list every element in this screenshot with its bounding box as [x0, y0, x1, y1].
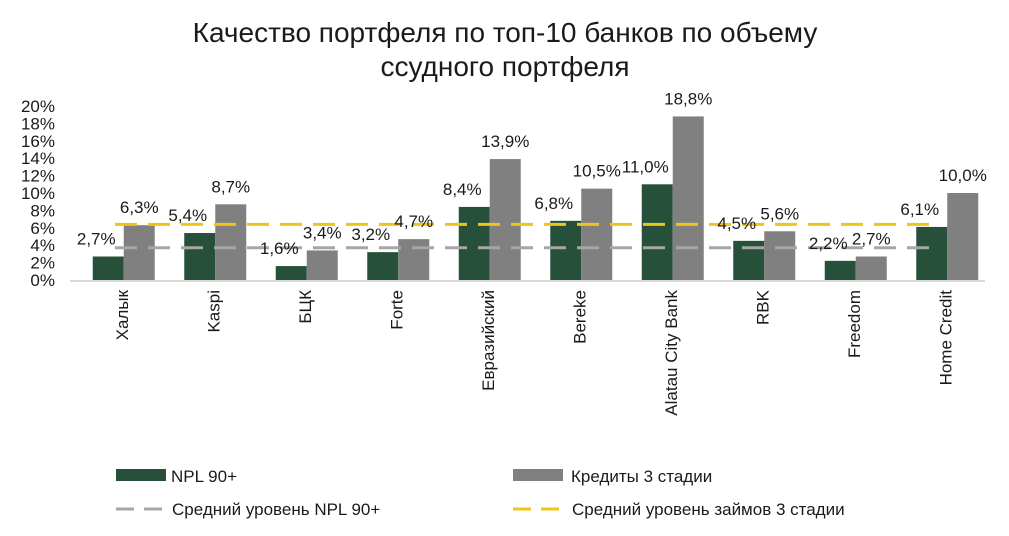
- x-tick-label: Халык: [113, 289, 132, 340]
- data-label-npl90: 6,8%: [534, 194, 573, 213]
- bar-stage3: [398, 239, 430, 280]
- bar-stage3: [855, 256, 887, 280]
- legend: NPL 90+ Кредиты 3 стадии Средний уровень…: [116, 467, 845, 519]
- legend-label-stage3: Кредиты 3 стадии: [571, 467, 712, 486]
- data-label-npl90: 1,6%: [260, 239, 299, 258]
- x-tick-label: Kaspi: [204, 290, 223, 333]
- legend-item-avg-npl90[interactable]: Средний уровень NPL 90+: [116, 500, 380, 519]
- data-label-stage3: 2,7%: [852, 230, 891, 249]
- data-label-stage3: 8,7%: [211, 177, 250, 196]
- legend-label-avg-stage3: Средний уровень займов 3 стадии: [572, 500, 845, 519]
- data-label-npl90: 6,1%: [900, 200, 939, 219]
- bar-npl90: [916, 226, 948, 280]
- y-axis: 0%2%4%6%8%10%12%14%16%18%20%: [21, 97, 55, 290]
- y-tick-label: 16%: [21, 132, 55, 151]
- y-tick-label: 14%: [21, 149, 55, 168]
- x-tick-label: Bereke: [570, 290, 589, 344]
- y-tick-label: 4%: [30, 236, 55, 255]
- x-tick-label: Home Credit: [936, 290, 955, 386]
- x-axis-categories: Халык Kaspi БЦК Forte Евразийский Bereke Alata…: [113, 289, 956, 415]
- bar-stage3: [306, 250, 338, 280]
- data-label-npl90: 3,2%: [351, 225, 390, 244]
- bar-stage3: [764, 231, 796, 280]
- data-label-npl90: 5,4%: [168, 206, 207, 225]
- legend-label-avg-npl90: Средний уровень NPL 90+: [172, 500, 380, 519]
- bar-stage3: [489, 159, 521, 280]
- legend-item-npl90[interactable]: NPL 90+: [116, 467, 237, 486]
- y-tick-label: 12%: [21, 167, 55, 186]
- x-tick-label: БЦК: [296, 290, 315, 324]
- data-label-stage3: 10,5%: [573, 162, 621, 181]
- chart-title-line-1: Качество портфеля по топ-10 банков по об…: [193, 17, 818, 48]
- x-tick-label: Евразийский: [479, 290, 498, 391]
- data-label-stage3: 5,6%: [760, 204, 799, 223]
- chart-title-line-2: ссудного портфеля: [380, 51, 629, 82]
- bar-npl90: [92, 256, 124, 280]
- y-tick-label: 0%: [30, 271, 55, 290]
- legend-item-stage3[interactable]: Кредиты 3 стадии: [513, 467, 712, 486]
- x-tick-label: Alatau City Bank: [662, 290, 681, 416]
- y-tick-label: 20%: [21, 97, 55, 116]
- data-label-npl90: 2,7%: [77, 230, 116, 249]
- bar-npl90: [458, 206, 490, 280]
- bar-npl90: [184, 233, 216, 280]
- data-label-npl90: 2,2%: [809, 234, 848, 253]
- data-label-stage3: 13,9%: [481, 132, 529, 151]
- bar-npl90: [275, 266, 307, 280]
- bar-npl90: [824, 260, 856, 280]
- bar-npl90: [367, 252, 399, 280]
- y-tick-label: 18%: [21, 114, 55, 133]
- x-tick-label: Forte: [387, 290, 406, 330]
- bars: [92, 116, 979, 280]
- bar-npl90: [550, 220, 582, 280]
- legend-swatch-npl90: [116, 469, 166, 481]
- data-labels: 2,7%6,3% 5,4%8,7%1,6%3,4% 3,2%4,7%8,4%13,9…: [77, 89, 987, 258]
- chart-title: Качество портфеля по топ-10 банков по об…: [193, 17, 818, 82]
- data-label-npl90: 4,5%: [717, 214, 756, 233]
- data-label-stage3: 18,8%: [664, 89, 712, 108]
- legend-swatch-stage3: [513, 469, 563, 481]
- bar-stage3: [672, 116, 704, 280]
- average-lines: [115, 222, 940, 250]
- x-tick-label: Freedom: [845, 290, 864, 358]
- y-tick-label: 10%: [21, 184, 55, 203]
- bar-stage3: [581, 188, 613, 280]
- bar-stage3: [947, 193, 979, 280]
- y-tick-label: 8%: [30, 201, 55, 220]
- data-label-stage3: 4,7%: [394, 212, 433, 231]
- data-label-npl90: 11,0%: [622, 157, 669, 176]
- x-tick-label: RBK: [753, 289, 772, 325]
- bar-npl90: [641, 184, 673, 280]
- data-label-stage3: 3,4%: [303, 223, 342, 242]
- legend-label-npl90: NPL 90+: [171, 467, 237, 486]
- data-label-npl90: 8,4%: [443, 180, 482, 199]
- y-tick-label: 2%: [30, 254, 55, 273]
- bar-stage3: [215, 204, 247, 280]
- y-tick-label: 6%: [30, 219, 55, 238]
- legend-item-avg-stage3[interactable]: Средний уровень займов 3 стадии: [513, 500, 845, 519]
- data-label-stage3: 6,3%: [120, 198, 159, 217]
- data-label-stage3: 10,0%: [939, 166, 987, 185]
- bar-stage3: [123, 225, 155, 280]
